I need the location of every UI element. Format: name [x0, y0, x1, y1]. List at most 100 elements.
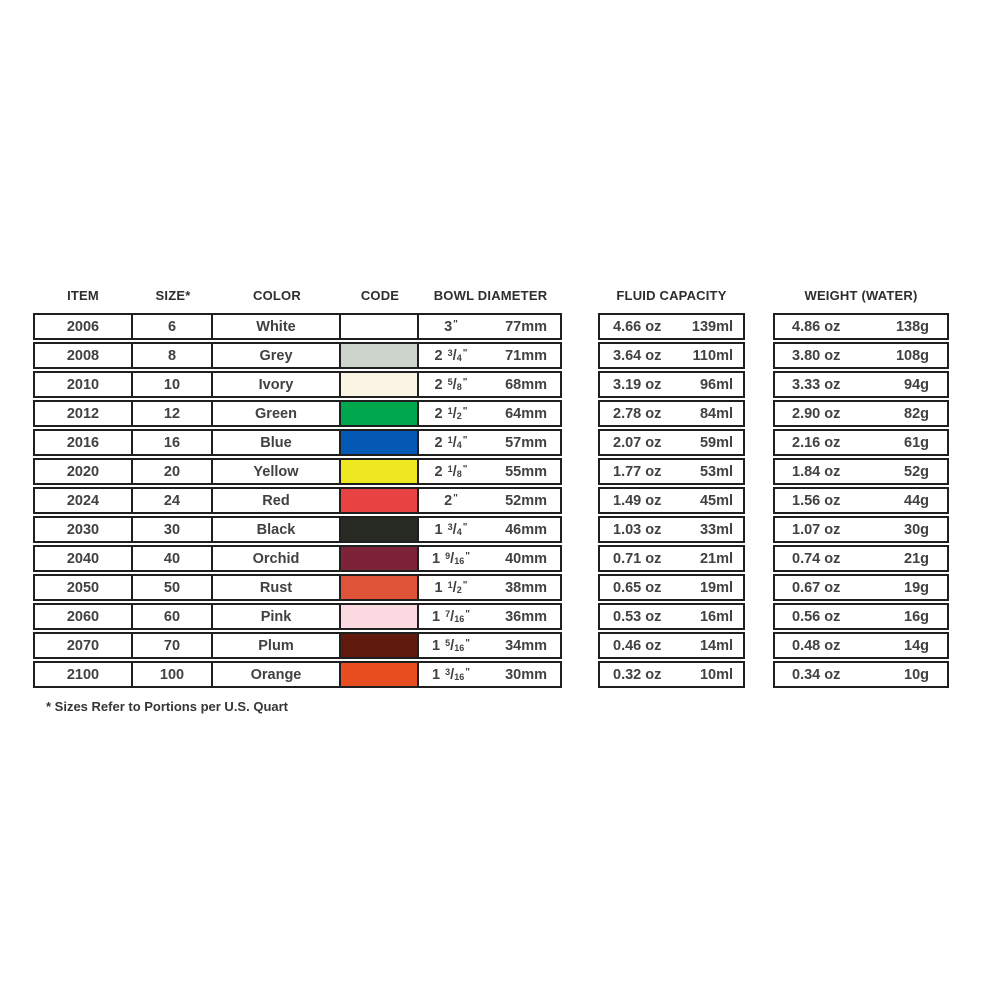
item-cell: 2020 [33, 458, 133, 485]
table-row: 1.07 oz 30g [773, 516, 949, 543]
table-row: 2006 6 White 3" 77mm [33, 313, 562, 340]
table-row: 1.03 oz 33ml [598, 516, 745, 543]
table-row: 2010 10 Ivory 2 5/8" 68mm [33, 371, 562, 398]
weight-g: 14g [904, 637, 929, 654]
fluid-oz: 4.66 oz [613, 318, 662, 335]
table-row: 3.64 oz 110ml [598, 342, 745, 369]
table-row: 2020 20 Yellow 2 1/8" 55mm [33, 458, 562, 485]
fluid-oz: 0.53 oz [613, 608, 662, 625]
bowl-diameter-cell: 1 3/4" 46mm [419, 516, 562, 543]
bowl-diameter-cell: 1 5/16" 34mm [419, 632, 562, 659]
fluid-oz: 0.46 oz [613, 637, 662, 654]
size-cell: 24 [133, 487, 213, 514]
weight-oz: 0.56 oz [792, 608, 841, 625]
size-cell: 16 [133, 429, 213, 456]
color-swatch [341, 400, 419, 427]
diameter-mm: 57mm [505, 434, 547, 451]
weight-oz: 2.90 oz [792, 405, 841, 422]
weight-g: 52g [904, 463, 929, 480]
weight-g: 30g [904, 521, 929, 538]
fluid-capacity-cell: 0.71 oz 21ml [598, 545, 745, 572]
item-cell: 2070 [33, 632, 133, 659]
color-name-cell: Grey [213, 342, 341, 369]
diameter-inches: 1 7/16" [432, 608, 470, 625]
item-cell: 2060 [33, 603, 133, 630]
weight-cell: 3.80 oz 108g [773, 342, 949, 369]
color-swatch [341, 371, 419, 398]
color-name-cell: Orange [213, 661, 341, 688]
diameter-mm: 34mm [505, 637, 547, 654]
weight-g: 82g [904, 405, 929, 422]
weight-cell: 0.67 oz 19g [773, 574, 949, 601]
fluid-capacity-cell: 0.32 oz 10ml [598, 661, 745, 688]
table-row: 1.56 oz 44g [773, 487, 949, 514]
fluid-oz: 1.03 oz [613, 521, 662, 538]
fluid-oz: 3.19 oz [613, 376, 662, 393]
table-row: 0.71 oz 21ml [598, 545, 745, 572]
fluid-oz: 0.71 oz [613, 550, 662, 567]
fluid-ml: 19ml [699, 579, 733, 596]
color-swatch [341, 516, 419, 543]
weight-cell: 2.90 oz 82g [773, 400, 949, 427]
color-name-cell: Green [213, 400, 341, 427]
table-row: 4.86 oz 138g [773, 313, 949, 340]
table-row: 2070 70 Plum 1 5/16" 34mm [33, 632, 562, 659]
diameter-inches: 1 3/4" [434, 521, 468, 538]
diameter-inches: 1 3/16" [432, 666, 470, 683]
fluid-capacity-cell: 0.65 oz 19ml [598, 574, 745, 601]
fluid-ml: 139ml [691, 318, 733, 335]
size-cell: 50 [133, 574, 213, 601]
weight-oz: 1.84 oz [792, 463, 841, 480]
weight-g: 108g [895, 347, 929, 364]
table-row: 2.90 oz 82g [773, 400, 949, 427]
weight-g: 61g [904, 434, 929, 451]
diameter-inches: 2 1/8" [434, 463, 468, 480]
color-name-cell: Rust [213, 574, 341, 601]
weight-oz: 3.80 oz [792, 347, 841, 364]
fluid-capacity-cell: 2.07 oz 59ml [598, 429, 745, 456]
size-cell: 10 [133, 371, 213, 398]
fluid-capacity-cell: 3.19 oz 96ml [598, 371, 745, 398]
table-header-main: ITEM SIZE* COLOR CODE BOWL DIAMETER [33, 282, 562, 311]
color-swatch [341, 487, 419, 514]
size-cell: 20 [133, 458, 213, 485]
table-row: 4.66 oz 139ml [598, 313, 745, 340]
bowl-diameter-cell: 3" 77mm [419, 313, 562, 340]
diameter-mm: 68mm [505, 376, 547, 393]
color-name-cell: Pink [213, 603, 341, 630]
fluid-ml: 53ml [699, 463, 733, 480]
fluid-capacity-cell: 0.53 oz 16ml [598, 603, 745, 630]
fluid-capacity-cell: 1.03 oz 33ml [598, 516, 745, 543]
diameter-inches: 1 9/16" [432, 550, 470, 567]
color-swatch [341, 661, 419, 688]
bowl-diameter-cell: 2 5/8" 68mm [419, 371, 562, 398]
color-swatch [341, 603, 419, 630]
table-row: 2008 8 Grey 2 3/4" 71mm [33, 342, 562, 369]
fluid-oz: 1.77 oz [613, 463, 662, 480]
item-cell: 2030 [33, 516, 133, 543]
table-row: 3.33 oz 94g [773, 371, 949, 398]
table-header-fluid: FLUID CAPACITY [598, 282, 745, 311]
table-row: 1.84 oz 52g [773, 458, 949, 485]
table-row: 1.77 oz 53ml [598, 458, 745, 485]
size-cell: 8 [133, 342, 213, 369]
weight-oz: 1.56 oz [792, 492, 841, 509]
diameter-inches: 2 5/8" [434, 376, 468, 393]
fluid-ml: 33ml [699, 521, 733, 538]
table-row: 2.07 oz 59ml [598, 429, 745, 456]
size-cell: 100 [133, 661, 213, 688]
weight-g: 21g [904, 550, 929, 567]
color-name-cell: Orchid [213, 545, 341, 572]
diameter-inches: 2 1/2" [434, 405, 468, 422]
weight-cell: 4.86 oz 138g [773, 313, 949, 340]
weight-oz: 2.16 oz [792, 434, 841, 451]
weight-cell: 0.74 oz 21g [773, 545, 949, 572]
col-header-fluid-capacity: FLUID CAPACITY [616, 287, 727, 303]
weight-cell: 3.33 oz 94g [773, 371, 949, 398]
weight-oz: 4.86 oz [792, 318, 841, 335]
bowl-diameter-cell: 2" 52mm [419, 487, 562, 514]
color-swatch [341, 429, 419, 456]
table-row: 0.53 oz 16ml [598, 603, 745, 630]
diameter-inches: 2 1/4" [434, 434, 468, 451]
